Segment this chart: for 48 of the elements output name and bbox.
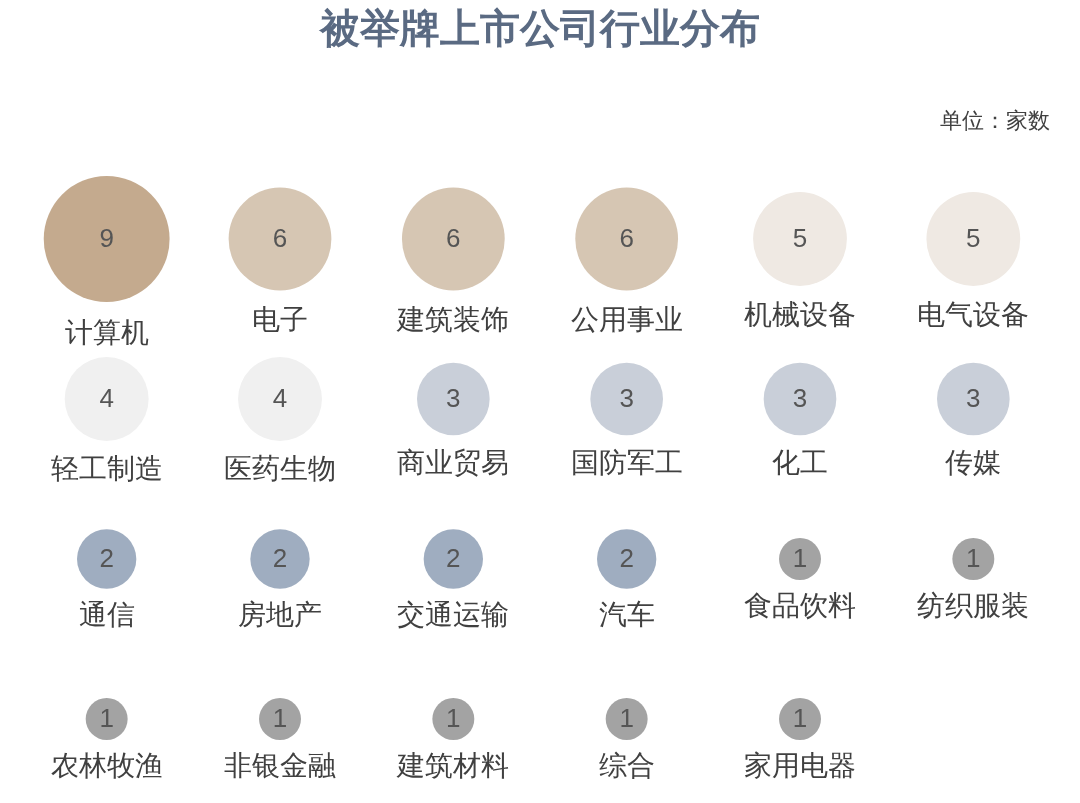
- category-label: 房地产: [238, 599, 322, 631]
- data-label: 5: [792, 223, 808, 253]
- category-label: 传媒: [945, 447, 1002, 478]
- data-label: 2: [446, 543, 461, 573]
- data-label: 4: [272, 383, 288, 413]
- category-label: 食品饮料: [744, 589, 856, 621]
- category-label: 轻工制造: [50, 453, 163, 485]
- data-label: 2: [619, 543, 634, 573]
- data-label: 1: [792, 703, 808, 733]
- category-label: 非银金融: [224, 749, 336, 781]
- data-label: 3: [446, 383, 461, 413]
- data-label: 9: [99, 223, 114, 253]
- category-label: 建筑材料: [396, 749, 510, 781]
- text: 单位：家数: [940, 108, 1050, 133]
- category-label: 医药生物: [224, 453, 336, 485]
- category-label: 农林牧渔: [50, 749, 163, 781]
- category-label: 纺织服装: [917, 589, 1030, 621]
- category-label: 机械设备: [744, 298, 856, 330]
- category-label: 化工: [772, 447, 828, 478]
- data-label: 2: [99, 543, 114, 573]
- category-label: 公用事业: [570, 303, 683, 335]
- data-label: 6: [272, 223, 288, 253]
- data-label: 1: [99, 703, 114, 733]
- data-label: 1: [619, 703, 634, 733]
- data-label: 3: [792, 383, 808, 413]
- data-label: 4: [99, 383, 114, 413]
- category-label: 计算机: [64, 317, 149, 349]
- category-label: 商业贸易: [397, 447, 510, 478]
- data-label: 3: [619, 383, 634, 413]
- category-label: 综合: [598, 749, 655, 781]
- data-label: 6: [446, 223, 461, 253]
- category-label: 汽车: [598, 599, 655, 631]
- data-label: 1: [792, 543, 808, 573]
- category-label: 交通运输: [397, 599, 510, 631]
- category-label: 国防军工: [570, 447, 683, 478]
- data-label: 5: [966, 223, 981, 253]
- category-label: 建筑装饰: [396, 303, 510, 335]
- data-label: 1: [446, 703, 461, 733]
- category-label: 电子: [252, 303, 308, 335]
- category-label: 家用电器: [744, 749, 856, 781]
- text: 被举牌上市公司行业分布: [318, 6, 760, 50]
- data-label: 1: [966, 543, 981, 573]
- category-label: 电气设备: [917, 298, 1030, 330]
- data-label: 6: [619, 223, 634, 253]
- data-label: 2: [272, 543, 288, 573]
- data-label: 1: [272, 703, 288, 733]
- category-label: 通信: [78, 599, 135, 631]
- data-label: 3: [966, 383, 981, 413]
